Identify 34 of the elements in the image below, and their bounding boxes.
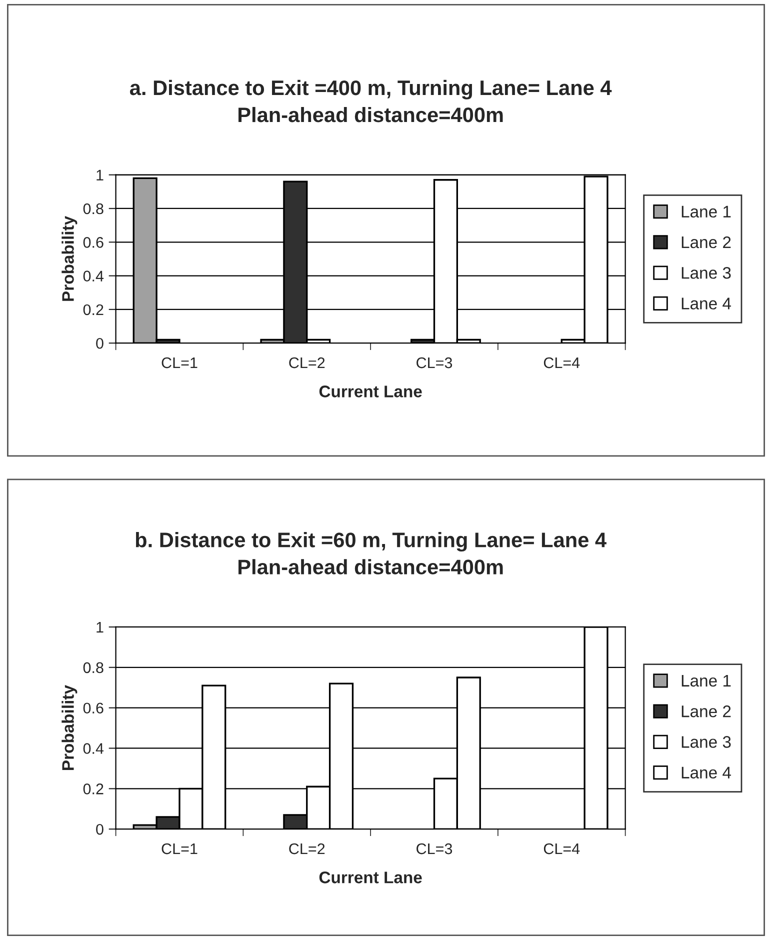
y-tick-label: 0.2 — [83, 784, 104, 794]
x-tick-label: CL=3 — [416, 357, 452, 368]
y-tick-label: 0.8 — [83, 662, 104, 674]
y-tick-label: 1 — [96, 622, 104, 633]
x-tick-label: CL=4 — [544, 843, 580, 854]
y-tick-label: 1 — [96, 170, 104, 180]
legend-label: Lane 1 — [682, 206, 731, 218]
x-tick-label: CL=3 — [416, 843, 452, 854]
legend-label: Lane 4 — [682, 298, 731, 310]
y-axis-title: Probability — [62, 685, 78, 770]
chart-title: a. Distance to Exit =400 m, Turning Lane= Lane 4 Plan-ahead distance=400m — [130, 80, 612, 122]
legend-label: Lane 3 — [682, 736, 731, 748]
y-tick-label: 0.6 — [83, 702, 104, 714]
legend-label: Lane 1 — [682, 674, 731, 687]
legend-label: Lane 4 — [682, 766, 731, 778]
y-tick-label: 0.2 — [83, 304, 104, 316]
x-tick-label: CL=4 — [544, 357, 580, 368]
legend-label: Lane 2 — [682, 705, 731, 718]
y-tick-label: 0 — [96, 824, 104, 835]
x-tick-label: CL=2 — [289, 357, 325, 368]
y-tick-label: 0 — [96, 338, 104, 349]
y-tick-label: 0.4 — [83, 270, 104, 282]
x-tick-label: CL=1 — [162, 843, 198, 854]
x-axis-title: Current Lane — [319, 872, 422, 884]
chart-title: b. Distance to Exit =60 m, Turning Lane= Lane 4 Plan-ahead distance=400m — [136, 532, 606, 574]
x-tick-label: CL=1 — [162, 357, 198, 368]
legend-label: Lane 2 — [682, 236, 731, 248]
y-tick-label: 0.4 — [83, 743, 104, 754]
y-tick-label: 0.6 — [83, 237, 104, 248]
y-axis-title: Probability — [62, 216, 78, 301]
x-tick-label: CL=2 — [289, 843, 325, 854]
x-axis-title: Current Lane — [319, 386, 422, 398]
y-tick-label: 0.8 — [83, 203, 104, 214]
legend-label: Lane 3 — [682, 267, 731, 279]
